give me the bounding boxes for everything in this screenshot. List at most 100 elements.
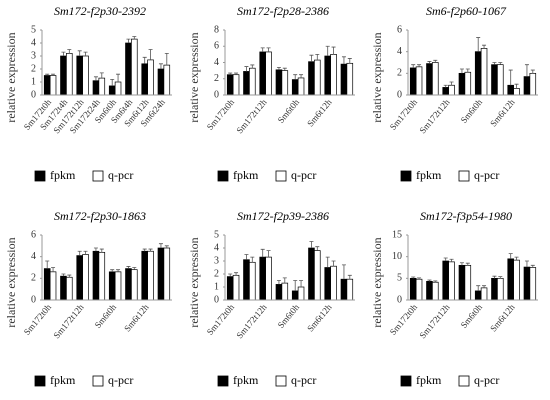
bar	[507, 258, 514, 301]
bar	[141, 63, 148, 96]
bar	[409, 277, 417, 301]
bar	[480, 48, 488, 96]
error-bar	[347, 58, 352, 64]
error-bar	[83, 250, 88, 255]
bar	[265, 256, 272, 301]
legend-swatch	[275, 375, 287, 387]
chart-title: Sm172-f2p30-1863	[54, 209, 146, 223]
bar	[464, 264, 472, 301]
error-bar	[459, 68, 464, 74]
error-bar	[498, 62, 503, 65]
legend-swatch	[400, 170, 412, 182]
error-bar	[530, 69, 535, 74]
y-tick-label: 8	[214, 24, 219, 35]
bar	[426, 281, 433, 301]
legend-swatch	[92, 170, 104, 182]
error-bar	[93, 247, 98, 252]
legend-label: fpkm	[50, 373, 76, 387]
chart-title: Sm172-f2p28-2386	[237, 4, 329, 18]
error-bar	[266, 47, 271, 52]
y-tick-label: 0	[397, 294, 402, 305]
error-bar	[299, 280, 304, 287]
error-bar	[309, 54, 314, 62]
bar	[49, 271, 57, 301]
error-bar	[498, 276, 503, 279]
error-bar	[132, 267, 137, 270]
error-bar	[524, 260, 529, 268]
bar	[114, 271, 122, 301]
error-bar	[331, 46, 336, 55]
bar	[281, 70, 289, 96]
bar	[314, 59, 321, 96]
legend-swatch	[34, 170, 46, 182]
bar	[249, 67, 256, 96]
error-bar	[417, 277, 422, 280]
bar	[108, 85, 116, 96]
error-bar	[142, 56, 147, 64]
bar	[243, 71, 250, 96]
y-tick-label: 3	[214, 255, 219, 266]
bar	[131, 38, 138, 96]
bar	[330, 54, 337, 96]
error-bar	[77, 50, 82, 56]
legend-swatch	[458, 170, 470, 182]
bar	[507, 84, 514, 96]
bar	[409, 67, 417, 96]
bar	[458, 264, 466, 301]
error-bar	[250, 64, 255, 69]
legend-label: q-pcr	[291, 373, 316, 387]
bar	[448, 84, 455, 96]
bar	[415, 66, 423, 96]
y-axis-label: relative expression	[370, 32, 384, 122]
y-tick-label: 5	[397, 273, 402, 284]
bar	[291, 79, 299, 96]
error-bar	[83, 51, 88, 56]
error-bar	[61, 51, 66, 56]
y-axis-label: relative expression	[4, 237, 18, 327]
bar	[448, 261, 455, 301]
bar	[226, 276, 234, 301]
bar	[259, 256, 266, 301]
bar	[157, 68, 165, 96]
error-bar	[427, 279, 432, 282]
error-bar	[116, 269, 121, 272]
bar	[297, 77, 305, 96]
error-bar	[228, 273, 233, 277]
bar	[513, 259, 520, 301]
legend-label: q-pcr	[474, 168, 499, 182]
bar	[275, 69, 283, 96]
error-bar	[427, 61, 432, 64]
y-tick-label: 2	[397, 68, 402, 79]
bar	[157, 247, 165, 301]
bar	[82, 254, 89, 301]
error-bar	[293, 74, 298, 80]
legend-swatch	[34, 375, 46, 387]
bar	[340, 63, 348, 96]
y-tick-label: 4	[31, 251, 36, 262]
error-bar	[530, 264, 535, 268]
bar	[163, 64, 171, 96]
y-axis-label: relative expression	[187, 32, 201, 122]
legend-swatch	[217, 170, 229, 182]
bar	[458, 72, 466, 96]
chart-title: Sm172-f2p39-2386	[237, 209, 329, 223]
bar	[108, 271, 116, 301]
error-bar	[148, 248, 153, 252]
legend-label: q-pcr	[108, 373, 133, 387]
bar	[497, 277, 504, 301]
bar	[474, 290, 482, 301]
y-tick-label: 10	[392, 251, 402, 262]
error-bar	[244, 66, 249, 72]
y-tick-label: 0	[397, 89, 402, 100]
y-tick-label: 2	[31, 63, 36, 74]
bar	[147, 250, 154, 301]
error-bar	[514, 83, 519, 89]
error-bar	[433, 280, 438, 283]
bar	[92, 80, 100, 96]
bar	[529, 72, 537, 96]
error-bar	[341, 56, 346, 65]
bar	[82, 55, 89, 96]
error-bar	[309, 241, 314, 248]
legend-label: fpkm	[233, 168, 259, 182]
chart-title: Sm6-f2p60-1067	[426, 4, 507, 18]
